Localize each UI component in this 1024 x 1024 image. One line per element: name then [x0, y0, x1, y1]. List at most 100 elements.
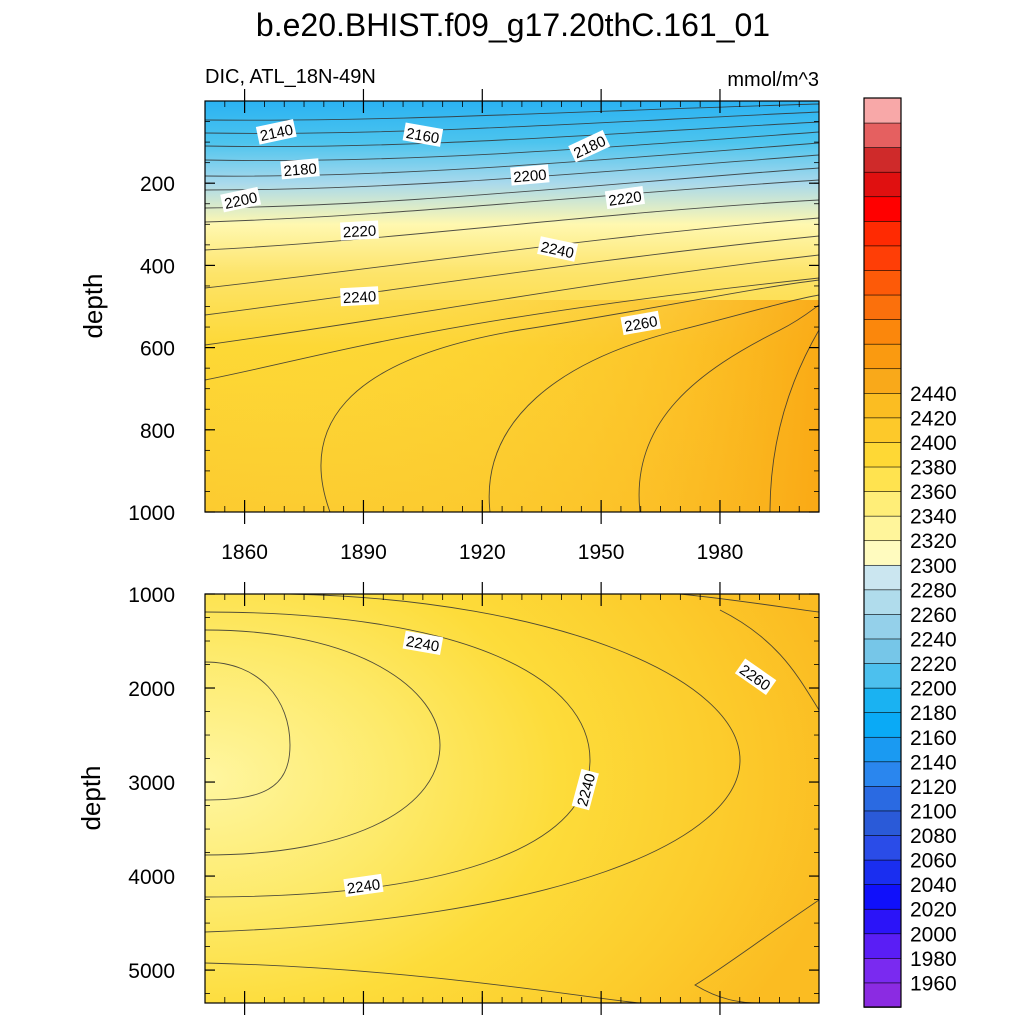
upper-field-deep-warm [205, 300, 819, 512]
colorbar-swatch [863, 441, 902, 468]
colorbar-swatch [863, 883, 902, 910]
x-tick-label: 1980 [697, 541, 744, 564]
colorbar-tick-label: 2220 [910, 653, 957, 676]
contour-label-box [340, 220, 379, 241]
colorbar-tick-label: 2240 [910, 628, 957, 651]
lower-y-tick-label: 1000 [128, 584, 175, 607]
colorbar-swatch [863, 515, 902, 542]
subtitle-units: mmol/m^3 [727, 69, 819, 91]
upper-y-axis-label: depth [78, 273, 108, 338]
contour-label-text: 2260 [623, 313, 659, 336]
colorbar-swatch [863, 539, 902, 566]
contour-label-box [571, 768, 599, 811]
colorbar-tick-label: 2060 [910, 850, 957, 873]
contour-label-text: 2200 [513, 167, 548, 187]
colorbar-tick-label: 2280 [910, 579, 957, 602]
colorbar-swatch [863, 171, 902, 198]
colorbar-swatch [863, 589, 902, 615]
contour-label-text: 2220 [607, 188, 642, 209]
colorbar-tick-label: 2040 [910, 874, 957, 897]
contour-label: 2180 [280, 158, 320, 180]
colorbar-tick-label: 2000 [910, 923, 957, 946]
colorbar-swatch [863, 122, 902, 148]
upper-y-tick-label: 600 [140, 338, 175, 361]
colorbar-swatch [863, 736, 902, 763]
lower-y-tick-label: 2000 [128, 678, 175, 701]
colorbar-swatch [863, 343, 902, 370]
lower-field-base [205, 594, 819, 1003]
contour-label: 2240 [402, 630, 444, 656]
upper-y-axis: 200 400 600 800 1000 [128, 100, 819, 525]
chart-title: b.e20.BHIST.f09_g17.20thC.161_01 [256, 7, 770, 43]
lower-y-tick-label: 5000 [128, 960, 175, 983]
contour-label: 2140 [255, 119, 297, 146]
contour-label-text: 2140 [259, 122, 295, 146]
x-tick-label: 1890 [340, 541, 387, 564]
colorbar-swatch [863, 810, 902, 836]
lower-x-axis [204, 582, 820, 1015]
contour-label: 2200 [220, 186, 262, 213]
contour-label: 2220 [340, 220, 379, 241]
colorbar-swatch [863, 662, 902, 689]
colorbar-swatch [863, 367, 902, 394]
contour-label-text: 2240 [342, 288, 376, 307]
colorbar-tick-label: 2180 [910, 702, 957, 725]
colorbar-swatch [863, 908, 902, 935]
lower-y-tick-label: 4000 [128, 866, 175, 889]
colorbar-swatch [863, 417, 902, 443]
colorbar-tick-label: 1960 [910, 972, 957, 995]
contour-label-box [402, 630, 444, 656]
colorbar-swatch [863, 269, 902, 296]
upper-panel: 200 400 600 800 1000 1860 1890 1920 1950 1980 21… [78, 89, 820, 564]
colorbar-tick-label: 2100 [910, 800, 957, 823]
contour-label-text: 2160 [405, 125, 441, 148]
lower-contours [205, 594, 819, 1003]
x-tick-label: 1860 [221, 541, 268, 564]
contour-label-box [620, 310, 662, 336]
colorbar-tick-label: 2080 [910, 825, 957, 848]
colorbar-tick-label: 2120 [910, 776, 957, 799]
contour-label: 2240 [343, 873, 384, 898]
colorbar-swatch [863, 711, 902, 738]
colorbar-frame [863, 97, 902, 1008]
colorbar-tick-label: 2380 [910, 457, 957, 480]
contour-label-text: 2240 [405, 633, 441, 656]
colorbar-tick-label: 2300 [910, 555, 957, 578]
colorbar-tick-label: 2020 [910, 899, 957, 922]
contour-label: 2220 [604, 186, 645, 210]
colorbar-tick-label: 2320 [910, 530, 957, 553]
colorbar-swatch [863, 859, 902, 885]
colorbar-swatch [863, 294, 902, 320]
colorbar-tick-label: 2440 [910, 383, 957, 406]
upper-y-tick-label: 400 [140, 255, 175, 278]
colorbar-swatch [863, 490, 902, 517]
x-tick-label: 1950 [578, 541, 625, 564]
colorbar-swatch [863, 761, 902, 787]
contour-label: 2200 [510, 164, 550, 186]
colorbar-swatch [863, 957, 902, 984]
contour-label-box [734, 658, 777, 696]
contour-label-box [568, 130, 611, 163]
colorbar: 1960198020002020204020602080210021202140… [863, 97, 957, 1008]
colorbar-swatch [863, 687, 902, 713]
contour-label-box [255, 119, 297, 145]
contour-label-box [343, 873, 384, 898]
colorbar-swatch [863, 613, 902, 640]
contour-label-text: 2240 [346, 876, 381, 897]
contour-label-box [220, 186, 262, 213]
lower-plot-frame [204, 593, 820, 1004]
contour-label-text: 2200 [223, 189, 259, 213]
colorbar-swatch [863, 982, 902, 1008]
colorbar-tick-label: 2260 [910, 604, 957, 627]
colorbar-swatch [863, 564, 902, 591]
colorbar-swatch [863, 392, 902, 419]
upper-y-tick-label: 800 [140, 420, 175, 443]
colorbar-tick-label: 2340 [910, 506, 957, 529]
upper-y-tick-label: 1000 [128, 502, 175, 525]
contour-label: 2240 [340, 286, 379, 307]
colorbar-swatch [863, 245, 902, 271]
colorbar-swatch [863, 146, 902, 173]
contour-label-box [280, 158, 320, 180]
subtitle-variable: DIC, ATL_18N-49N [205, 66, 376, 88]
